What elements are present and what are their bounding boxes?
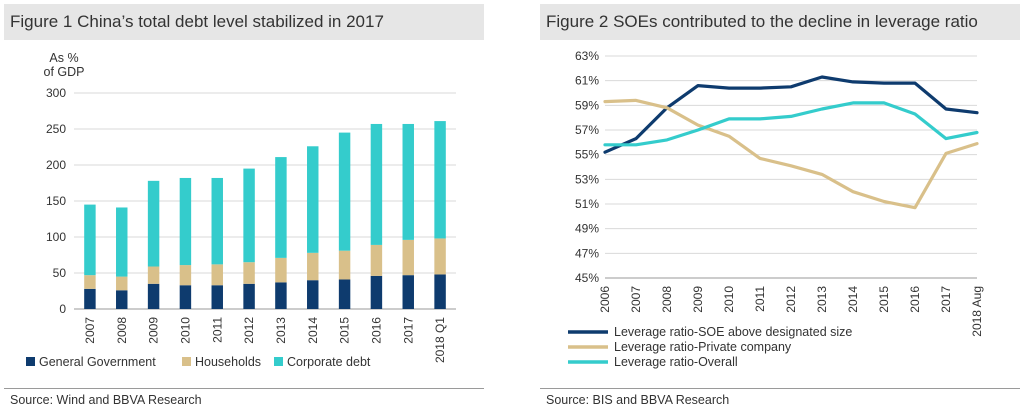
bar-segment: [211, 264, 223, 286]
bar-segment: [147, 180, 160, 267]
x-tick-label: 2017: [401, 317, 415, 344]
bar-segment: [434, 274, 446, 309]
legend-label: Leverage ratio-Overall: [614, 355, 738, 369]
bar-segment: [116, 207, 128, 277]
x-tick-label: 2007: [629, 286, 643, 313]
line-chart: 45% 47% 49% 51% 53% 55% 57% 59% 61% 63% 2006 2007 20…: [568, 49, 984, 369]
bar-segment: [338, 132, 351, 251]
x-tick-label: 2012: [784, 286, 798, 313]
x-tick-label: 2009: [691, 286, 705, 313]
bar-segment: [402, 239, 414, 276]
y-tick-label: 300: [46, 86, 66, 100]
bar-segment: [179, 177, 192, 266]
legend-label: General Government: [39, 355, 156, 369]
bar-segment: [338, 250, 351, 280]
x-tick-label: 2010: [722, 286, 736, 313]
y-tick-label: 61%: [575, 74, 599, 88]
bar-segment: [402, 123, 414, 240]
bar-segment: [243, 283, 255, 309]
bar-segment: [179, 285, 192, 309]
y-tick-label: 51%: [575, 197, 599, 211]
x-tick-label: 2006: [598, 286, 612, 313]
x-tick-label: 2009: [147, 317, 161, 344]
bar-segment: [84, 204, 96, 276]
x-tick-label: 2013: [274, 317, 288, 344]
figure-1-title: Figure 1 China’s total debt level stabil…: [4, 4, 484, 40]
x-tick-label: 2018 Aug: [970, 286, 984, 337]
x-tick-label: 2018 Q1: [433, 317, 447, 363]
bar-segment: [116, 290, 128, 309]
y-axis-label: As %: [49, 51, 78, 65]
y-tick-label: 250: [46, 122, 66, 136]
x-tick-label: 2015: [338, 317, 352, 344]
bar-segment: [434, 238, 446, 275]
y-tick-label: 53%: [575, 172, 599, 186]
x-tick-label: 2015: [877, 286, 891, 313]
y-tick-label: 100: [46, 230, 66, 244]
x-tick-label: 2014: [306, 317, 320, 344]
legend-swatch: [182, 357, 191, 366]
figure-1-source: Source: Wind and BBVA Research: [4, 388, 484, 407]
y-tick-label: 55%: [575, 148, 599, 162]
legend-label: Leverage ratio-Private company: [614, 340, 792, 354]
bar-segment: [147, 283, 160, 309]
bar-segment: [307, 252, 319, 281]
bar-segment: [243, 262, 255, 284]
y-tick-label: 45%: [575, 271, 599, 285]
bar-segment: [275, 157, 287, 258]
y-tick-label: 50: [53, 266, 67, 280]
bar-segment: [84, 275, 96, 289]
figure-2-title: Figure 2 SOEs contributed to the decline…: [540, 4, 1020, 40]
legend-label: Households: [195, 355, 261, 369]
y-tick-label: 0: [59, 302, 66, 316]
bar-segment: [211, 177, 223, 265]
y-tick-label: 47%: [575, 246, 599, 260]
series-line: [603, 98, 979, 210]
bar-segment: [370, 244, 383, 276]
legend-swatch: [26, 357, 35, 366]
bar-segment: [307, 280, 319, 309]
x-tick-label: 2007: [83, 317, 97, 344]
legend-label: Corporate debt: [287, 355, 371, 369]
bar-segment: [370, 123, 383, 245]
bar-segment: [147, 266, 160, 284]
bar-segment: [275, 257, 287, 283]
x-tick-label: 2008: [660, 286, 674, 313]
y-tick-label: 59%: [575, 98, 599, 112]
bar-segment: [307, 146, 319, 253]
x-tick-label: 2010: [178, 317, 192, 344]
bar-segment: [84, 288, 96, 309]
y-tick-label: 63%: [575, 49, 599, 63]
x-tick-label: 2011: [753, 286, 767, 312]
bar-segment: [179, 265, 192, 286]
x-tick-label: 2012: [242, 317, 256, 344]
x-tick-label: 2014: [846, 286, 860, 313]
bar-segment: [338, 279, 351, 309]
x-tick-label: 2016: [369, 317, 383, 344]
y-tick-label: 57%: [575, 123, 599, 137]
bar-segment: [370, 275, 383, 309]
legend-label: Leverage ratio-SOE above designated size: [614, 325, 852, 339]
figure-2-source: Source: BIS and BBVA Research: [540, 388, 1020, 407]
x-tick-label: 2017: [939, 286, 953, 313]
bar-segment: [434, 121, 446, 239]
bar-segment: [211, 285, 223, 309]
y-tick-label: 49%: [575, 222, 599, 236]
y-tick-label: 150: [46, 194, 66, 208]
legend-swatch: [274, 357, 283, 366]
x-tick-label: 2008: [115, 317, 129, 344]
bar-segment: [243, 168, 255, 263]
x-tick-label: 2013: [815, 286, 829, 313]
bar-segment: [275, 282, 287, 309]
x-tick-label: 2016: [908, 286, 922, 313]
figure-1-panel: Figure 1 China’s total debt level stabil…: [4, 0, 484, 410]
bar-segment: [402, 275, 414, 309]
series-line: [603, 101, 979, 147]
stacked-bar-chart: As %of GDP 0 50 100 150 200 250 300 2007 2008 2009…: [26, 51, 456, 369]
bar-segment: [116, 276, 128, 291]
x-tick-label: 2011: [210, 317, 224, 343]
y-axis-label: of GDP: [44, 65, 85, 79]
y-tick-label: 200: [46, 158, 66, 172]
figure-2-panel: Figure 2 SOEs contributed to the decline…: [540, 0, 1020, 410]
